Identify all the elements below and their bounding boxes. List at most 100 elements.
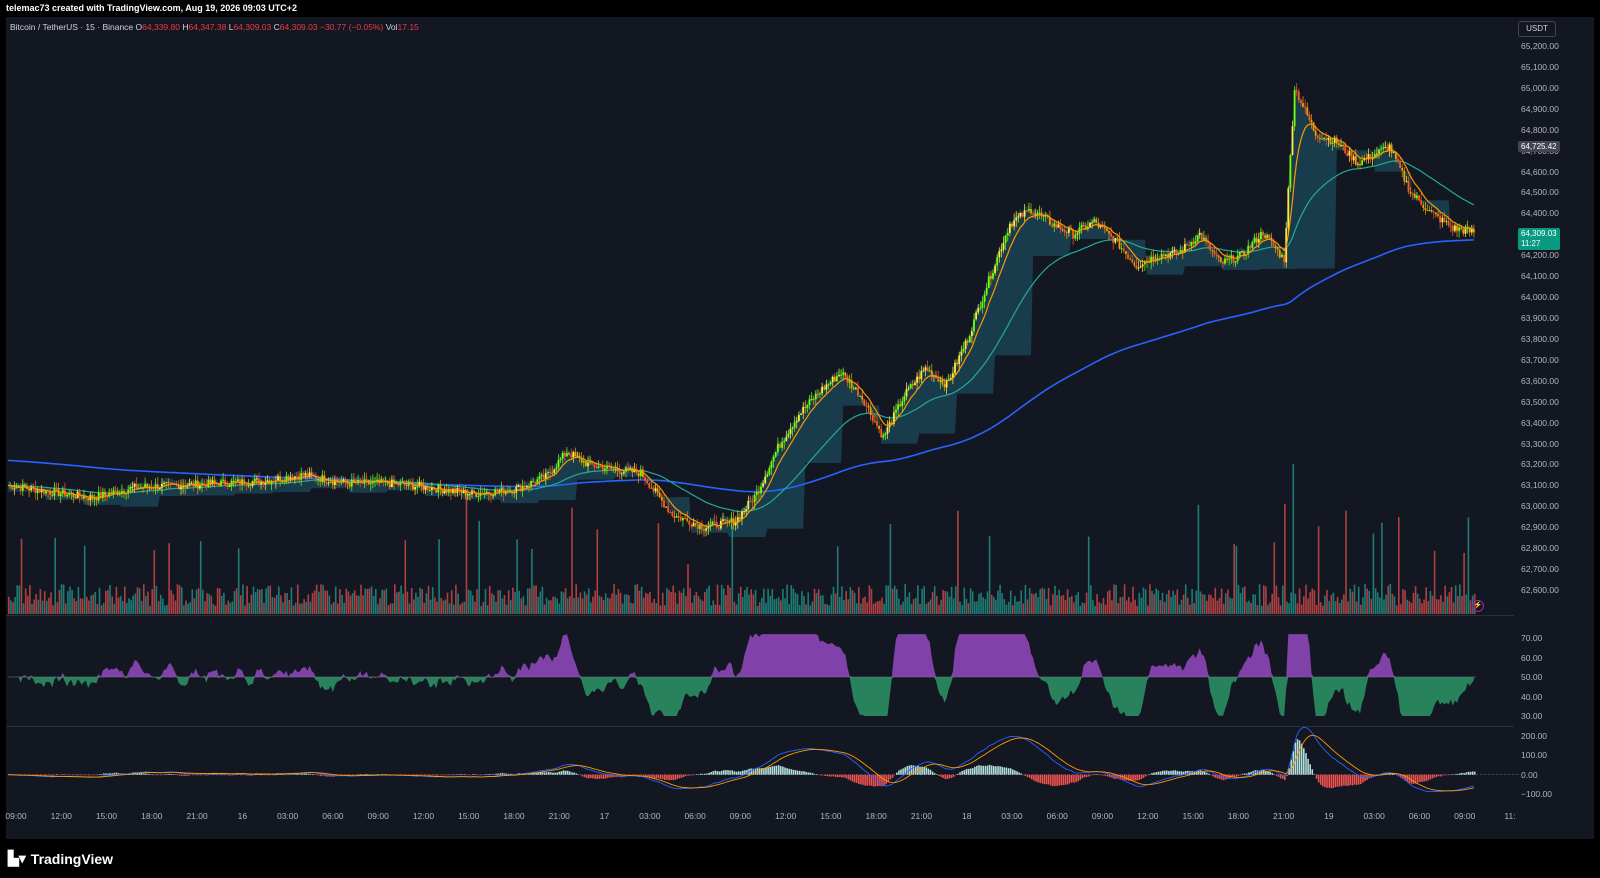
candle-body [1103,227,1106,229]
macd-histogram-bar [1347,774,1349,786]
volume-bar [69,586,71,614]
candle-body [435,489,438,493]
candle-body [104,492,106,495]
macd-histogram-bar [292,774,295,775]
candle-body [66,494,68,497]
volume-bar [457,593,459,614]
volume-bar [790,585,793,614]
macd-histogram-bar [81,774,84,776]
macd-histogram-bar [377,774,379,775]
volume-bar [1206,600,1208,614]
candle-body [1046,215,1049,218]
volume-bar [1410,602,1413,614]
candle-body [226,484,229,487]
volume-bar [832,586,835,614]
macd-histogram-bar [248,774,250,776]
volume-bar [1311,588,1314,614]
candle-body [1241,251,1243,253]
macd-histogram-bar [596,774,599,779]
candle-body [1070,228,1072,230]
volume-bar [341,595,343,614]
volume-bar [1355,601,1358,614]
candle-body [353,480,355,482]
candle-body [1291,126,1294,155]
volume-bar [1416,593,1419,614]
volume-bar [455,584,457,614]
candle-body [169,482,172,484]
macd-histogram-bar [415,774,417,776]
volume-bar [1045,598,1048,614]
candle-body [1127,254,1129,259]
candle-body [852,387,855,389]
flash-icon[interactable]: ⚡ [1472,600,1484,612]
volume-bar [619,592,622,614]
currency-button[interactable]: USDT [1518,21,1556,37]
candle-body [521,485,524,491]
macd-histogram-bar [775,765,778,775]
volume-bar [1071,596,1073,614]
candle-body [1392,152,1395,153]
candle-body [878,425,880,429]
tradingview-logo[interactable]: ▙▾ TradingView [8,850,113,867]
macd-histogram-bar [303,773,305,775]
macd-histogram-bar [318,774,320,776]
candle-body [616,468,619,471]
volume-bar [448,603,451,614]
candle-body [869,407,872,415]
macd-histogram-bar [1106,774,1109,777]
macd-histogram-bar [1448,774,1451,776]
pane-divider-macd[interactable] [6,726,1514,727]
macd-histogram-bar [147,773,149,775]
volume-bar [742,597,744,614]
volume-bar [330,604,333,614]
volume-bar [1419,598,1421,614]
volume-bar [874,602,877,614]
candle-body [218,483,220,487]
volume-bar [1220,588,1223,614]
candle-body [848,380,851,383]
volume-bar [250,594,253,614]
volume-bar [716,584,719,614]
candle-body [675,516,678,518]
volume-bar [1047,587,1050,614]
candle-body [1232,255,1235,263]
volume-bar [758,602,761,614]
candle-body [1437,214,1439,217]
volume-bar [92,594,94,614]
macd-histogram-bar [1047,774,1050,785]
candle-body [542,474,545,479]
macd-histogram-bar [345,774,348,776]
macd-histogram-bar [786,768,788,775]
volume-bar [337,603,339,614]
macd-histogram-bar [185,774,187,776]
candle-body [532,480,535,483]
macd-histogram-bar [356,774,358,776]
macd-histogram-bar [297,774,299,775]
volume-bar [967,603,970,614]
volume-bar [792,588,795,614]
volume-bar [864,596,866,614]
volume-label: Vol [385,22,398,32]
candle-body [1011,223,1013,227]
pane-divider-rsi[interactable] [6,615,1514,616]
macd-histogram-bar [1117,774,1119,779]
macd-histogram-bar [849,774,852,781]
rsi-axis-label: 50.00 [1521,672,1543,682]
symbol-legend[interactable]: Bitcoin / TetherUS · 15 · Binance O64,33… [10,22,419,32]
candle-body [589,461,591,463]
volume-bar [292,605,295,614]
volume-bar [1366,588,1368,614]
volume-bar [607,597,609,614]
volume-bar [216,588,219,614]
volume-bar [73,598,75,614]
candle-body [513,492,516,494]
volume-bar [526,588,529,614]
volume-bar [862,597,864,614]
macd-histogram-bar [1412,774,1415,784]
volume-bar [642,597,645,614]
macd-histogram-bar [893,774,896,776]
macd-histogram-bar [545,772,548,775]
candle-body [1074,234,1077,239]
macd-histogram-bar [324,774,326,777]
